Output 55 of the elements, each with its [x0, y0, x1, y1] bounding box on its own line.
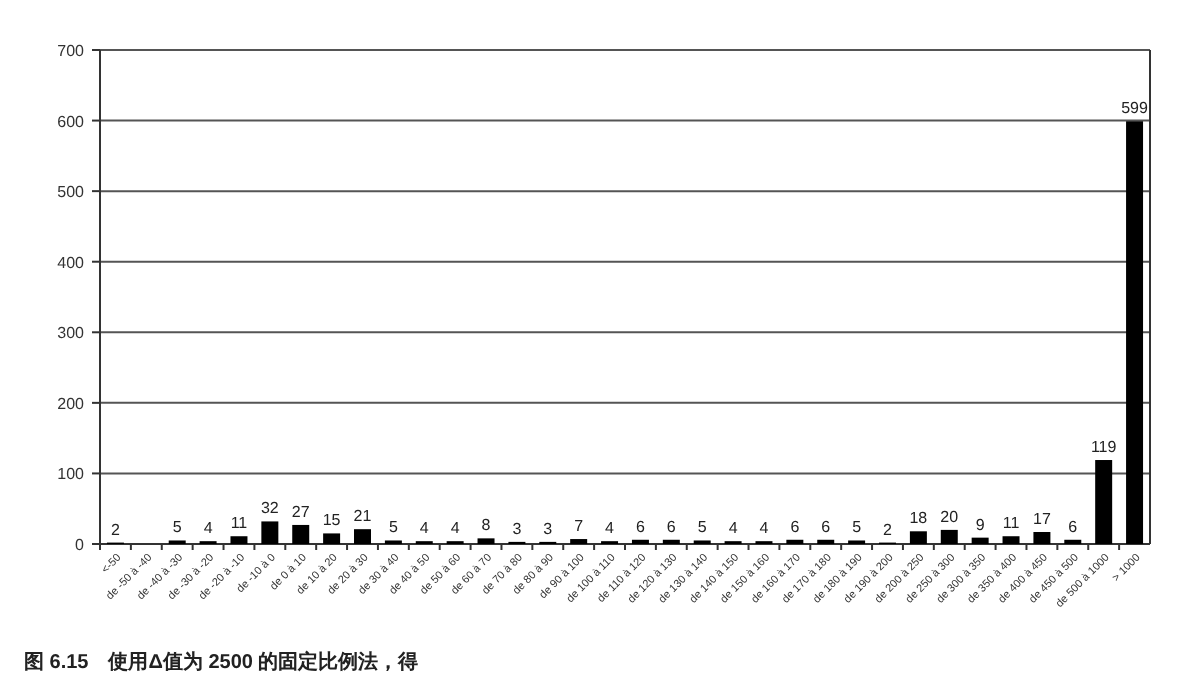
bar: [477, 538, 495, 544]
y-tick-label: 700: [57, 42, 86, 60]
data-label: 3: [512, 519, 523, 538]
data-label: 3: [543, 519, 554, 538]
data-label: 9: [975, 515, 986, 534]
data-label: 20: [940, 507, 960, 526]
data-label: 4: [419, 519, 430, 538]
bar: [940, 529, 958, 544]
y-tick-label: 200: [57, 394, 86, 413]
bar: [1095, 460, 1113, 544]
bar: [261, 521, 279, 544]
data-label: 8: [481, 516, 492, 535]
data-label: 6: [1068, 517, 1079, 536]
data-label: 11: [1002, 514, 1021, 533]
bar: [1002, 536, 1020, 544]
data-label: 27: [291, 502, 311, 521]
data-label: 2: [883, 520, 894, 539]
data-label: 4: [450, 519, 461, 538]
y-tick-label: 0: [75, 536, 86, 554]
data-label: 599: [1121, 99, 1149, 118]
data-label: 5: [852, 518, 863, 537]
y-tick-label: 600: [57, 112, 86, 131]
bar: [292, 524, 310, 544]
data-label: 15: [322, 511, 342, 530]
data-label: 4: [728, 519, 739, 538]
data-label: 4: [605, 519, 616, 538]
data-label: 5: [172, 518, 183, 537]
bar: [323, 533, 341, 544]
data-label: 21: [353, 507, 373, 526]
data-label: 17: [1033, 510, 1052, 528]
bar: [971, 537, 989, 544]
data-label: 18: [909, 509, 929, 528]
data-label: 6: [666, 517, 677, 536]
data-label: 5: [697, 518, 708, 537]
caption: 图 6.15 使用Δ值为 2500 的固定比例法，得: [24, 650, 419, 674]
data-label: 6: [821, 517, 832, 536]
data-label: 4: [203, 519, 214, 538]
bar: [230, 536, 248, 544]
y-tick-label: 100: [57, 465, 86, 484]
bar: [909, 531, 927, 544]
data-label: 5: [388, 518, 399, 537]
data-label: 11: [230, 514, 249, 533]
bar: [354, 529, 371, 544]
data-label: 6: [635, 517, 646, 536]
bar: [1033, 532, 1051, 544]
data-label: 119: [1090, 438, 1118, 457]
y-tick-label: 500: [57, 183, 86, 202]
data-label: 4: [759, 519, 770, 538]
data-label: 6: [790, 517, 801, 536]
y-tick-label: 400: [57, 253, 86, 272]
data-label: 2: [110, 520, 121, 539]
bar: [1126, 121, 1144, 544]
data-label: 32: [260, 499, 280, 518]
data-label: 7: [574, 517, 585, 536]
y-tick-label: 300: [57, 324, 86, 343]
